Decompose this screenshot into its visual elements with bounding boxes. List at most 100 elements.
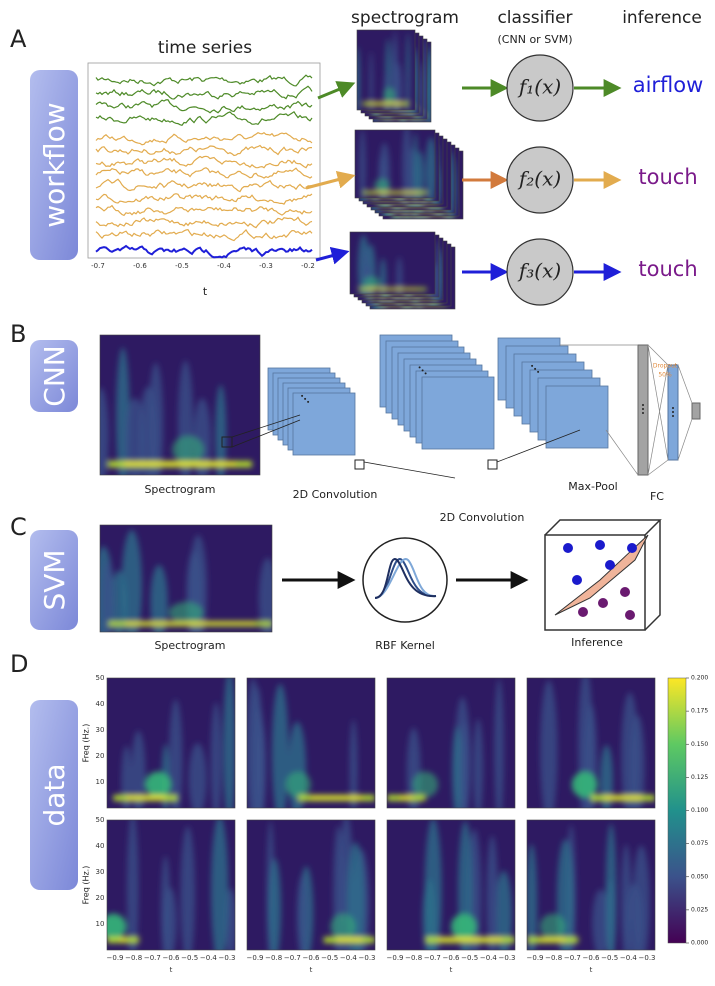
kernel-box	[488, 460, 497, 469]
kernel-circle	[363, 538, 447, 622]
streak	[526, 844, 537, 962]
sample-point	[595, 540, 605, 550]
colorbar-tick-label: 0.100	[691, 807, 708, 814]
connection	[678, 419, 692, 460]
x-tick-label: −0.8	[125, 954, 142, 962]
streak	[379, 143, 390, 205]
spectrogram-grid: Freq (Hz.)1020304050Freq (Hz.)1020304050…	[82, 669, 709, 974]
spectrogram	[354, 30, 415, 119]
ellipsis-dot	[537, 371, 539, 373]
band-core	[367, 288, 418, 289]
streak	[272, 684, 289, 822]
streak	[578, 669, 593, 823]
streak	[297, 875, 309, 959]
streak	[223, 670, 235, 824]
connection	[648, 460, 668, 475]
blob	[330, 914, 356, 940]
spectrogram	[107, 670, 236, 824]
ellipsis-dot	[425, 372, 427, 374]
feature-map	[422, 377, 494, 449]
streak	[131, 731, 145, 817]
streak	[333, 826, 344, 964]
streak	[621, 844, 631, 961]
streak	[101, 561, 114, 640]
ellipsis-dot	[422, 369, 424, 371]
ellipsis-dot	[672, 407, 674, 409]
colorbar-tick-label: 0.175	[691, 708, 708, 715]
streak	[215, 385, 226, 485]
x-tick-label: −0.9	[387, 954, 404, 962]
streak	[259, 558, 277, 640]
x-tick-label: −0.4	[480, 954, 498, 962]
x-tick-label: −0.6	[443, 954, 461, 962]
step-label: Spectrogram	[154, 639, 225, 652]
x-tick-label: −0.3	[499, 954, 516, 962]
spectrogram	[355, 125, 436, 206]
svm-diagram	[93, 520, 660, 643]
streak	[268, 858, 281, 960]
y-tick-label: 20	[96, 752, 105, 760]
x-axis-label: t	[310, 966, 313, 974]
spectrogram	[350, 232, 435, 301]
layer-label: 2D Convolution	[440, 511, 525, 524]
ellipsis-dot	[301, 395, 303, 397]
dropout-label: 50%	[658, 372, 672, 379]
y-tick-label: 50	[96, 816, 105, 824]
classifier-function: f₁(x)	[517, 75, 561, 99]
column-header: spectrogram	[351, 8, 459, 28]
x-tick-label: −0.9	[247, 954, 264, 962]
sample-point	[578, 607, 588, 617]
cnn-diagram	[93, 335, 700, 489]
streak	[380, 258, 386, 298]
streak	[347, 842, 365, 962]
streak	[121, 746, 131, 815]
streak	[148, 363, 163, 488]
x-tick-label: −0.7	[424, 954, 441, 962]
x-tick-label: −0.4	[200, 954, 218, 962]
figure: A workflow time series -0.7-0.6-0.5-0.4-…	[0, 0, 715, 986]
panel-label: D	[10, 650, 28, 678]
spectrogram	[387, 678, 515, 822]
x-axis-label: t	[450, 966, 453, 974]
feature-map	[293, 393, 355, 455]
layer-label: FC	[650, 490, 664, 503]
blob	[451, 914, 477, 940]
x-tick-label: −0.7	[564, 954, 581, 962]
spectrogram	[526, 820, 655, 964]
ellipsis-dot	[642, 412, 644, 414]
colorbar-tick-label: 0.150	[691, 741, 708, 748]
streak	[211, 816, 228, 965]
band-core	[400, 796, 413, 799]
streak	[496, 871, 512, 959]
ellipsis-dot	[642, 408, 644, 410]
spectrogram-stacks	[350, 30, 463, 316]
panel-label: C	[10, 513, 27, 541]
band-core	[311, 796, 362, 799]
side-label: CNN	[38, 345, 71, 406]
ellipsis-dot	[534, 368, 536, 370]
output-layer	[692, 403, 700, 419]
classifier-function: f₂(x)	[517, 167, 561, 191]
band-core	[371, 192, 419, 193]
streak	[600, 745, 613, 815]
sample-point	[563, 543, 573, 553]
blob	[172, 436, 204, 464]
streak	[396, 257, 402, 298]
colorbar-tick-label: 0.000	[691, 940, 708, 947]
band-core	[369, 103, 404, 105]
plot-title: time series	[158, 38, 252, 58]
sample-point	[572, 575, 582, 585]
x-tick-label: −0.5	[461, 954, 478, 962]
x-tick-label: -0.2	[301, 262, 315, 270]
x-tick-label: −0.5	[181, 954, 198, 962]
sample-point	[627, 543, 637, 553]
y-axis-label: Freq (Hz.)	[82, 724, 91, 763]
x-tick-label: -0.5	[175, 262, 189, 270]
streak	[125, 398, 146, 484]
x-tick-label: −0.3	[219, 954, 236, 962]
kernel-box	[355, 460, 364, 469]
streak	[93, 387, 109, 484]
y-tick-label: 30	[96, 726, 105, 734]
band-core	[438, 938, 502, 941]
x-axis-label: t	[590, 966, 593, 974]
